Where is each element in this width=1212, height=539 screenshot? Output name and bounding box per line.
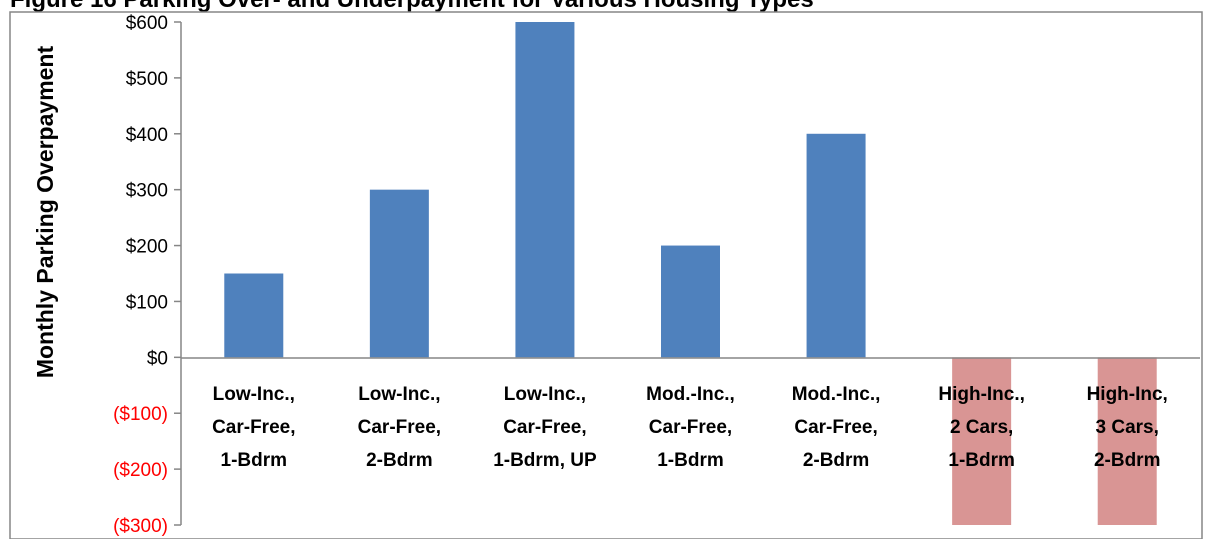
x-category-label-line: 2-Bdrm — [1094, 450, 1161, 471]
x-category-label-line: 3 Cars, — [1096, 417, 1159, 438]
x-category-label: Low-Inc., Car-Free, 1-Bdrm, UP — [493, 384, 597, 471]
y-axis-label: Monthly Parking Overpayment — [32, 46, 58, 379]
x-category-label-line: 1-Bdrm — [221, 450, 288, 471]
x-category-label-line: Car-Free, — [649, 417, 732, 438]
bar-3 — [515, 22, 575, 358]
x-category-label: Mod.-Inc., Car-Free, 2-Bdrm — [792, 384, 881, 471]
chart-title: Figure 16 Parking Over- and Underpayment… — [10, 0, 814, 13]
y-tick-label: $100 — [126, 292, 168, 313]
bar-2 — [369, 189, 429, 358]
x-category-label-line: 1-Bdrm — [948, 450, 1015, 471]
y-tick-label: $0 — [147, 348, 168, 369]
x-category-label-line: Low-Inc., — [213, 384, 295, 405]
y-tick-label: ($300) — [113, 516, 168, 537]
x-category-label-line: High-Inc, — [1087, 384, 1168, 405]
x-category-label-line: Mod.-Inc., — [792, 384, 881, 405]
bar-1 — [224, 273, 284, 358]
y-tick-label: $400 — [126, 125, 168, 146]
x-category-label-line: 2 Cars, — [950, 417, 1013, 438]
x-category-label-line: Car-Free, — [358, 417, 441, 438]
x-category-label-line: Car-Free, — [503, 417, 586, 438]
bar-4 — [661, 245, 720, 358]
bar-7 — [1097, 357, 1157, 525]
y-tick-label: $600 — [126, 13, 168, 34]
x-axis-category-labels: Low-Inc., Car-Free, 1-Bdrm Low-Inc., Car-Fre… — [212, 384, 1168, 471]
x-category-label: High-Inc., 2 Cars, 1-Bdrm — [938, 384, 1025, 471]
x-category-label-line: 2-Bdrm — [803, 450, 870, 471]
x-category-label-line: Low-Inc., — [504, 384, 586, 405]
x-category-label-line: 1-Bdrm, UP — [493, 450, 597, 471]
x-category-label-line: Car-Free, — [212, 417, 295, 438]
x-category-label: Mod.-Inc., Car-Free, 1-Bdrm — [646, 384, 735, 471]
y-tick-label: ($200) — [113, 460, 168, 481]
y-axis-ticks: $600 $500 $400 $300 $200 $100 $0 ($100) ($200) ($… — [113, 13, 181, 537]
bar-6 — [952, 357, 1012, 525]
bar-5 — [806, 133, 866, 358]
plot-frame — [9, 11, 1203, 539]
x-category-label-line: Low-Inc., — [358, 384, 440, 405]
x-category-label-line: High-Inc., — [938, 384, 1025, 405]
bars — [224, 22, 1157, 525]
x-category-label: Low-Inc., Car-Free, 1-Bdrm — [212, 384, 295, 471]
x-category-label: Low-Inc., Car-Free, 2-Bdrm — [358, 384, 441, 471]
y-tick-label: ($100) — [113, 404, 168, 425]
y-tick-label: $200 — [126, 237, 168, 258]
y-tick-label: $300 — [126, 181, 168, 202]
y-tick-label: $500 — [126, 69, 168, 90]
x-category-label-line: 1-Bdrm — [657, 450, 724, 471]
x-category-label-line: Mod.-Inc., — [646, 384, 735, 405]
x-category-label-line: 2-Bdrm — [366, 450, 433, 471]
x-category-label: High-Inc, 3 Cars, 2-Bdrm — [1087, 384, 1168, 471]
x-category-label-line: Car-Free, — [794, 417, 877, 438]
